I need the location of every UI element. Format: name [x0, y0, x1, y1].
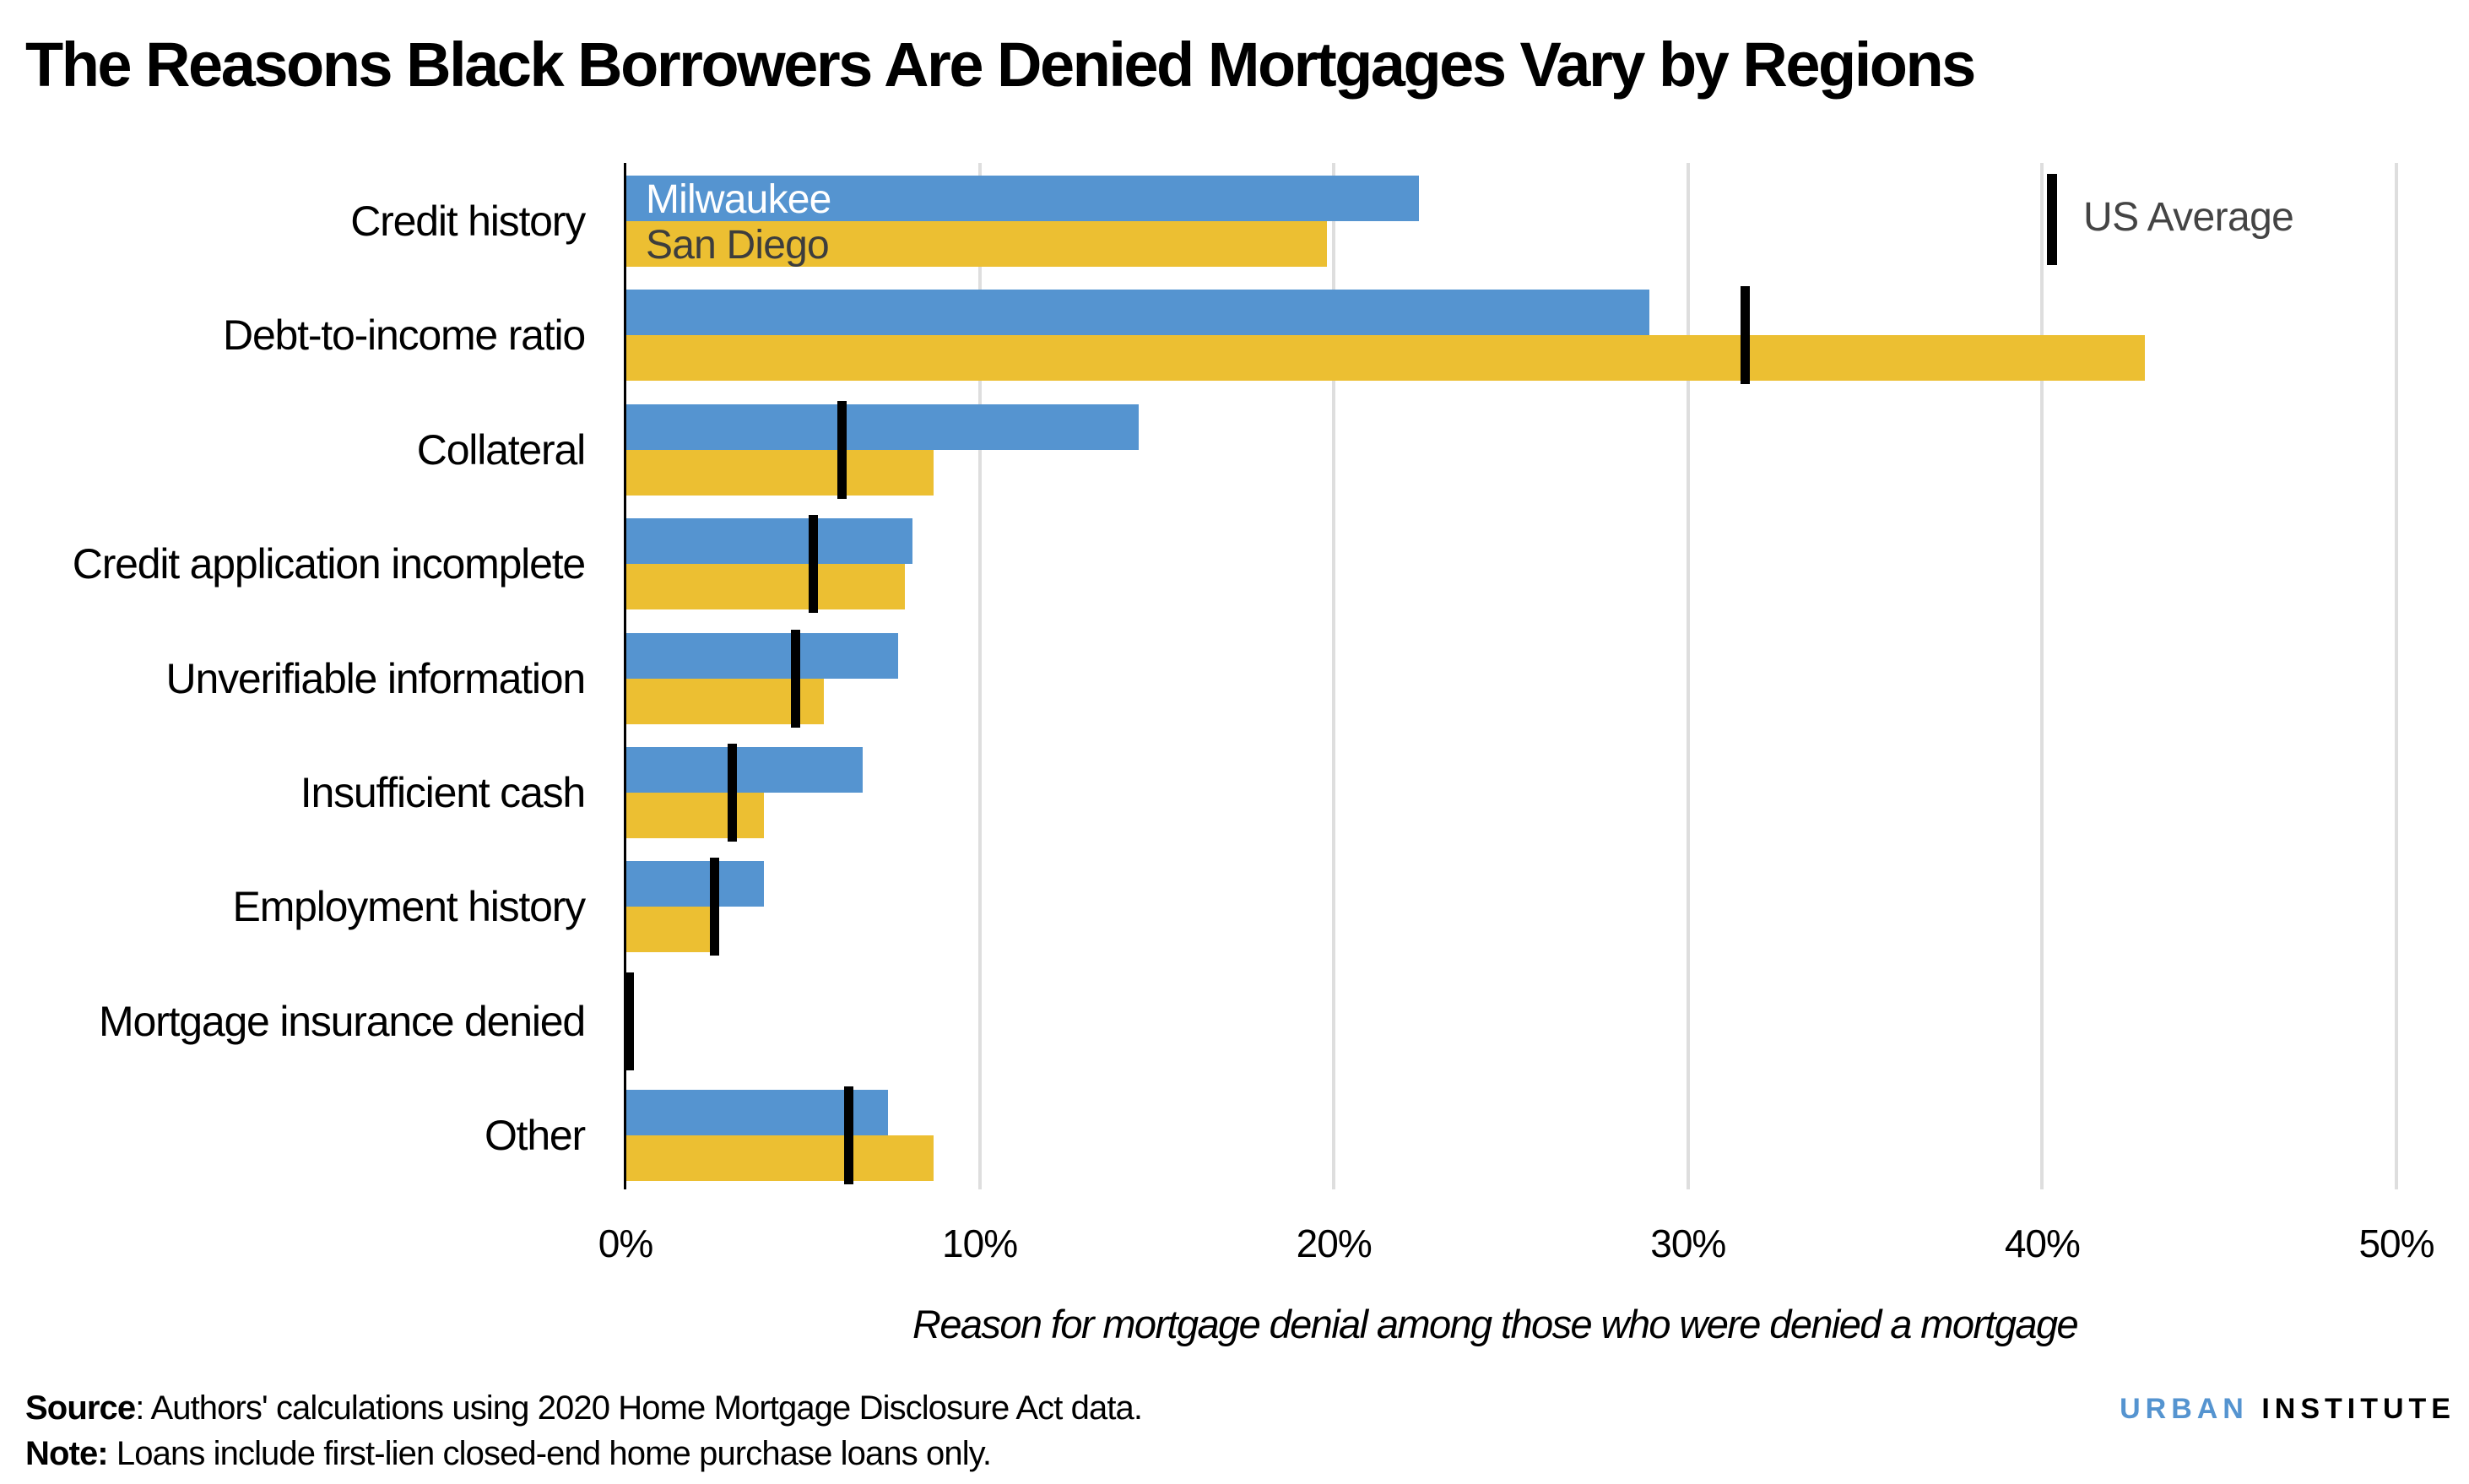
- y-axis-line: [624, 163, 626, 1189]
- gridline: [2040, 163, 2044, 1189]
- gridline: [2395, 163, 2398, 1189]
- note-label: Note:: [25, 1435, 109, 1472]
- bar-milwaukee: [625, 290, 1649, 336]
- note-text: Loans include first-lien closed-end home…: [107, 1435, 992, 1472]
- category-label: Credit application incomplete: [72, 540, 586, 588]
- brand-institute: INSTITUTE: [2261, 1393, 2455, 1425]
- bar-san-diego: [625, 1135, 934, 1182]
- bar-milwaukee: [625, 518, 912, 565]
- bar-san-diego: [625, 335, 2146, 382]
- category-label: Unverifiable information: [165, 654, 587, 702]
- x-tick-label: 0%: [598, 1221, 653, 1265]
- chart-title: The Reasons Black Borrowers Are Denied M…: [25, 30, 1976, 100]
- x-tick-label: 20%: [1296, 1221, 1373, 1265]
- source-text: : Authors' calculations using 2020 Home …: [135, 1389, 1143, 1427]
- gridline: [1686, 163, 1690, 1189]
- gridline: [977, 163, 982, 1189]
- bar-milwaukee: [625, 861, 764, 907]
- category-label: Insufficient cash: [300, 769, 586, 816]
- us-average-legend-marker: [2047, 174, 2057, 265]
- bar-san-diego: [625, 221, 1327, 267]
- bar-milwaukee: [625, 176, 1419, 221]
- us-average-marker: [625, 972, 635, 1070]
- us-average-marker: [791, 629, 801, 728]
- category-label: Employment history: [232, 883, 587, 931]
- us-average-marker: [837, 400, 847, 499]
- x-tick-label: 30%: [1650, 1221, 1726, 1265]
- bar-san-diego: [625, 793, 764, 838]
- us-average-legend-label: US Average: [2083, 195, 2294, 240]
- bar-san-diego: [625, 564, 906, 610]
- brand-urban: URBAN: [2120, 1393, 2249, 1425]
- note: Note: Loans include first-lien closed-en…: [25, 1435, 992, 1472]
- us-average-marker: [709, 858, 719, 956]
- source-label: Source: [25, 1389, 136, 1427]
- us-average-marker: [809, 515, 819, 614]
- x-tick-label: 50%: [2358, 1221, 2434, 1265]
- category-label: Collateral: [416, 425, 586, 474]
- category-label: Mortgage insurance denied: [99, 997, 586, 1045]
- x-tick-label: 40%: [2004, 1221, 2081, 1265]
- source-note: Source: Authors' calculations using 2020…: [25, 1389, 1143, 1427]
- bar-san-diego: [625, 678, 824, 724]
- category-label: Other: [484, 1112, 586, 1160]
- urban-institute-logo: URBAN INSTITUTE: [2120, 1395, 2455, 1423]
- us-average-marker: [727, 744, 737, 842]
- legend-san-diego: San Diego: [646, 223, 830, 268]
- bar-san-diego: [625, 449, 934, 496]
- category-label: Credit history: [350, 198, 586, 245]
- category-label: Debt-to-income ratio: [223, 311, 586, 360]
- x-tick-label: 10%: [942, 1221, 1018, 1265]
- bar-milwaukee: [625, 1090, 888, 1136]
- x-axis-title: Reason for mortgage denial among those w…: [912, 1302, 2079, 1346]
- bar-milwaukee: [625, 632, 899, 679]
- us-average-marker: [844, 1086, 854, 1185]
- us-average-marker: [1740, 286, 1750, 385]
- bar-san-diego: [625, 907, 711, 953]
- legend-milwaukee: Milwaukee: [646, 177, 831, 222]
- bar-milwaukee: [625, 403, 1140, 450]
- bar-milwaukee: [625, 747, 864, 793]
- gridline: [1332, 163, 1336, 1189]
